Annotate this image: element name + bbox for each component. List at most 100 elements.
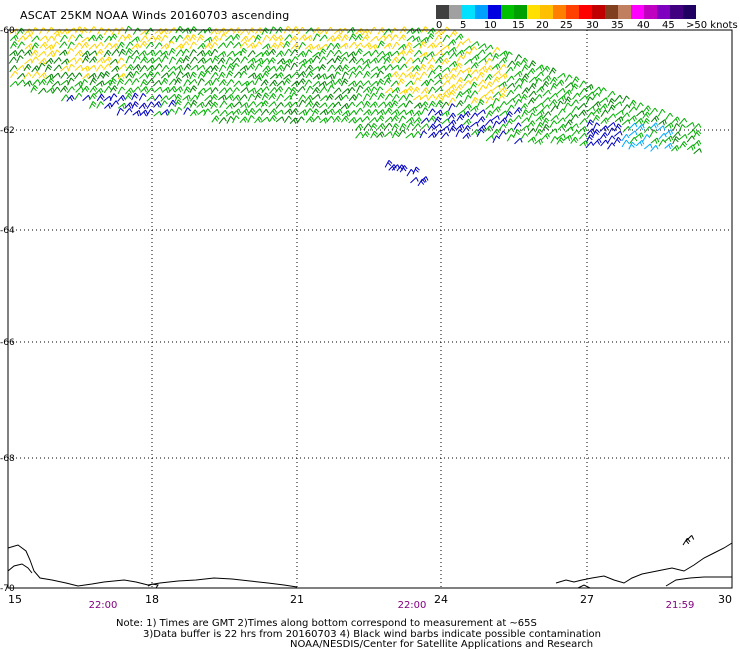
wind-barb: [52, 41, 60, 50]
wind-barb: [217, 51, 227, 58]
wind-barb: [471, 128, 480, 136]
wind-barb: [210, 41, 219, 50]
wind-barb: [390, 34, 399, 42]
wind-barb: [44, 64, 53, 73]
wind-barb: [66, 94, 75, 102]
wind-barb: [413, 49, 423, 57]
wind-barb: [621, 139, 630, 148]
wind-barb: [59, 41, 68, 49]
wind-barb: [175, 70, 184, 79]
wind-barb: [182, 94, 191, 102]
wind-barb: [363, 123, 372, 131]
wind-barb: [363, 109, 372, 116]
wind-barb: [535, 128, 543, 137]
wind-barb: [217, 57, 226, 65]
wind-barb: [354, 65, 363, 73]
wind-barb: [434, 79, 443, 86]
wind-barb: [254, 77, 263, 86]
wind-barb: [505, 66, 514, 74]
wind-barb: [276, 80, 285, 87]
wind-barb: [61, 58, 70, 65]
wind-barb: [419, 41, 427, 49]
wind-barb: [46, 35, 55, 43]
wind-barb: [196, 101, 205, 109]
wind-barb: [304, 35, 313, 42]
wind-barb: [628, 141, 636, 150]
wind-barb: [636, 123, 645, 131]
wind-barb: [110, 43, 119, 50]
wind-barb: [456, 49, 465, 57]
wind-barb: [38, 72, 47, 79]
wind-barb: [478, 94, 488, 101]
wind-barb: [275, 64, 284, 72]
wind-barb: [376, 115, 385, 123]
wind-barb: [578, 102, 587, 110]
wind-barb: [391, 123, 400, 131]
wind-barb: [642, 111, 651, 119]
wind-barb: [498, 81, 507, 88]
wind-barb: [527, 97, 536, 105]
wind-barb: [369, 92, 377, 101]
wind-barb: [110, 100, 120, 108]
wind-barb: [362, 64, 371, 72]
wind-barb: [289, 117, 299, 125]
wind-barb: [447, 112, 457, 120]
wind-barb: [311, 108, 320, 117]
wind-barb: [247, 87, 257, 94]
wind-barb: [189, 34, 197, 42]
wind-barb: [513, 122, 522, 130]
wind-barb: [664, 135, 674, 142]
wind-barb: [261, 92, 270, 101]
wind-barb: [564, 74, 573, 82]
wind-barb: [600, 117, 609, 125]
wind-barb: [447, 39, 457, 46]
wind-barb: [470, 105, 479, 112]
wind-barb: [82, 55, 90, 64]
wind-barb: [592, 122, 601, 131]
wind-barb: [434, 34, 443, 43]
wind-barb: [123, 33, 133, 41]
wind-barb: [513, 129, 521, 138]
wind-barb: [268, 48, 277, 56]
wind-barb: [412, 57, 421, 64]
wind-barb: [657, 108, 666, 117]
wind-barb: [275, 102, 284, 109]
wind-barb: [536, 121, 544, 130]
lon-label: 21: [290, 593, 304, 606]
wind-barb: [455, 124, 465, 131]
wind-barb: [455, 33, 464, 41]
wind-barb: [392, 41, 400, 50]
scale-swatch: [501, 5, 514, 19]
wind-barb: [210, 35, 219, 43]
wind-barb: [138, 102, 148, 110]
wind-barb: [664, 142, 673, 150]
wind-barb: [384, 64, 394, 71]
wind-barb: [341, 71, 349, 80]
wind-barb: [348, 110, 357, 117]
wind-barb: [484, 119, 494, 126]
wind-barb: [240, 56, 249, 64]
wind-barb: [405, 132, 414, 139]
wind-barb: [181, 72, 191, 79]
wind-barb: [412, 123, 421, 131]
wind-barb: [613, 101, 623, 108]
wind-barb: [369, 43, 378, 51]
wind-barb: [398, 109, 407, 116]
wind-barb: [534, 77, 543, 86]
wind-barb: [275, 50, 285, 58]
wind-barb: [671, 116, 681, 124]
wind-barb: [275, 109, 284, 116]
wind-barb: [181, 41, 190, 49]
wind-barb: [455, 77, 464, 85]
wind-barb: [442, 79, 451, 87]
wind-barb: [341, 64, 350, 72]
wind-barb: [384, 93, 393, 101]
wind-barb: [376, 50, 386, 58]
wind-barb: [527, 136, 537, 143]
wind-barb: [109, 78, 117, 86]
wind-barb: [405, 57, 414, 65]
wind-barb: [124, 102, 133, 109]
wind-barb: [412, 27, 422, 34]
wind-barb: [260, 100, 269, 108]
